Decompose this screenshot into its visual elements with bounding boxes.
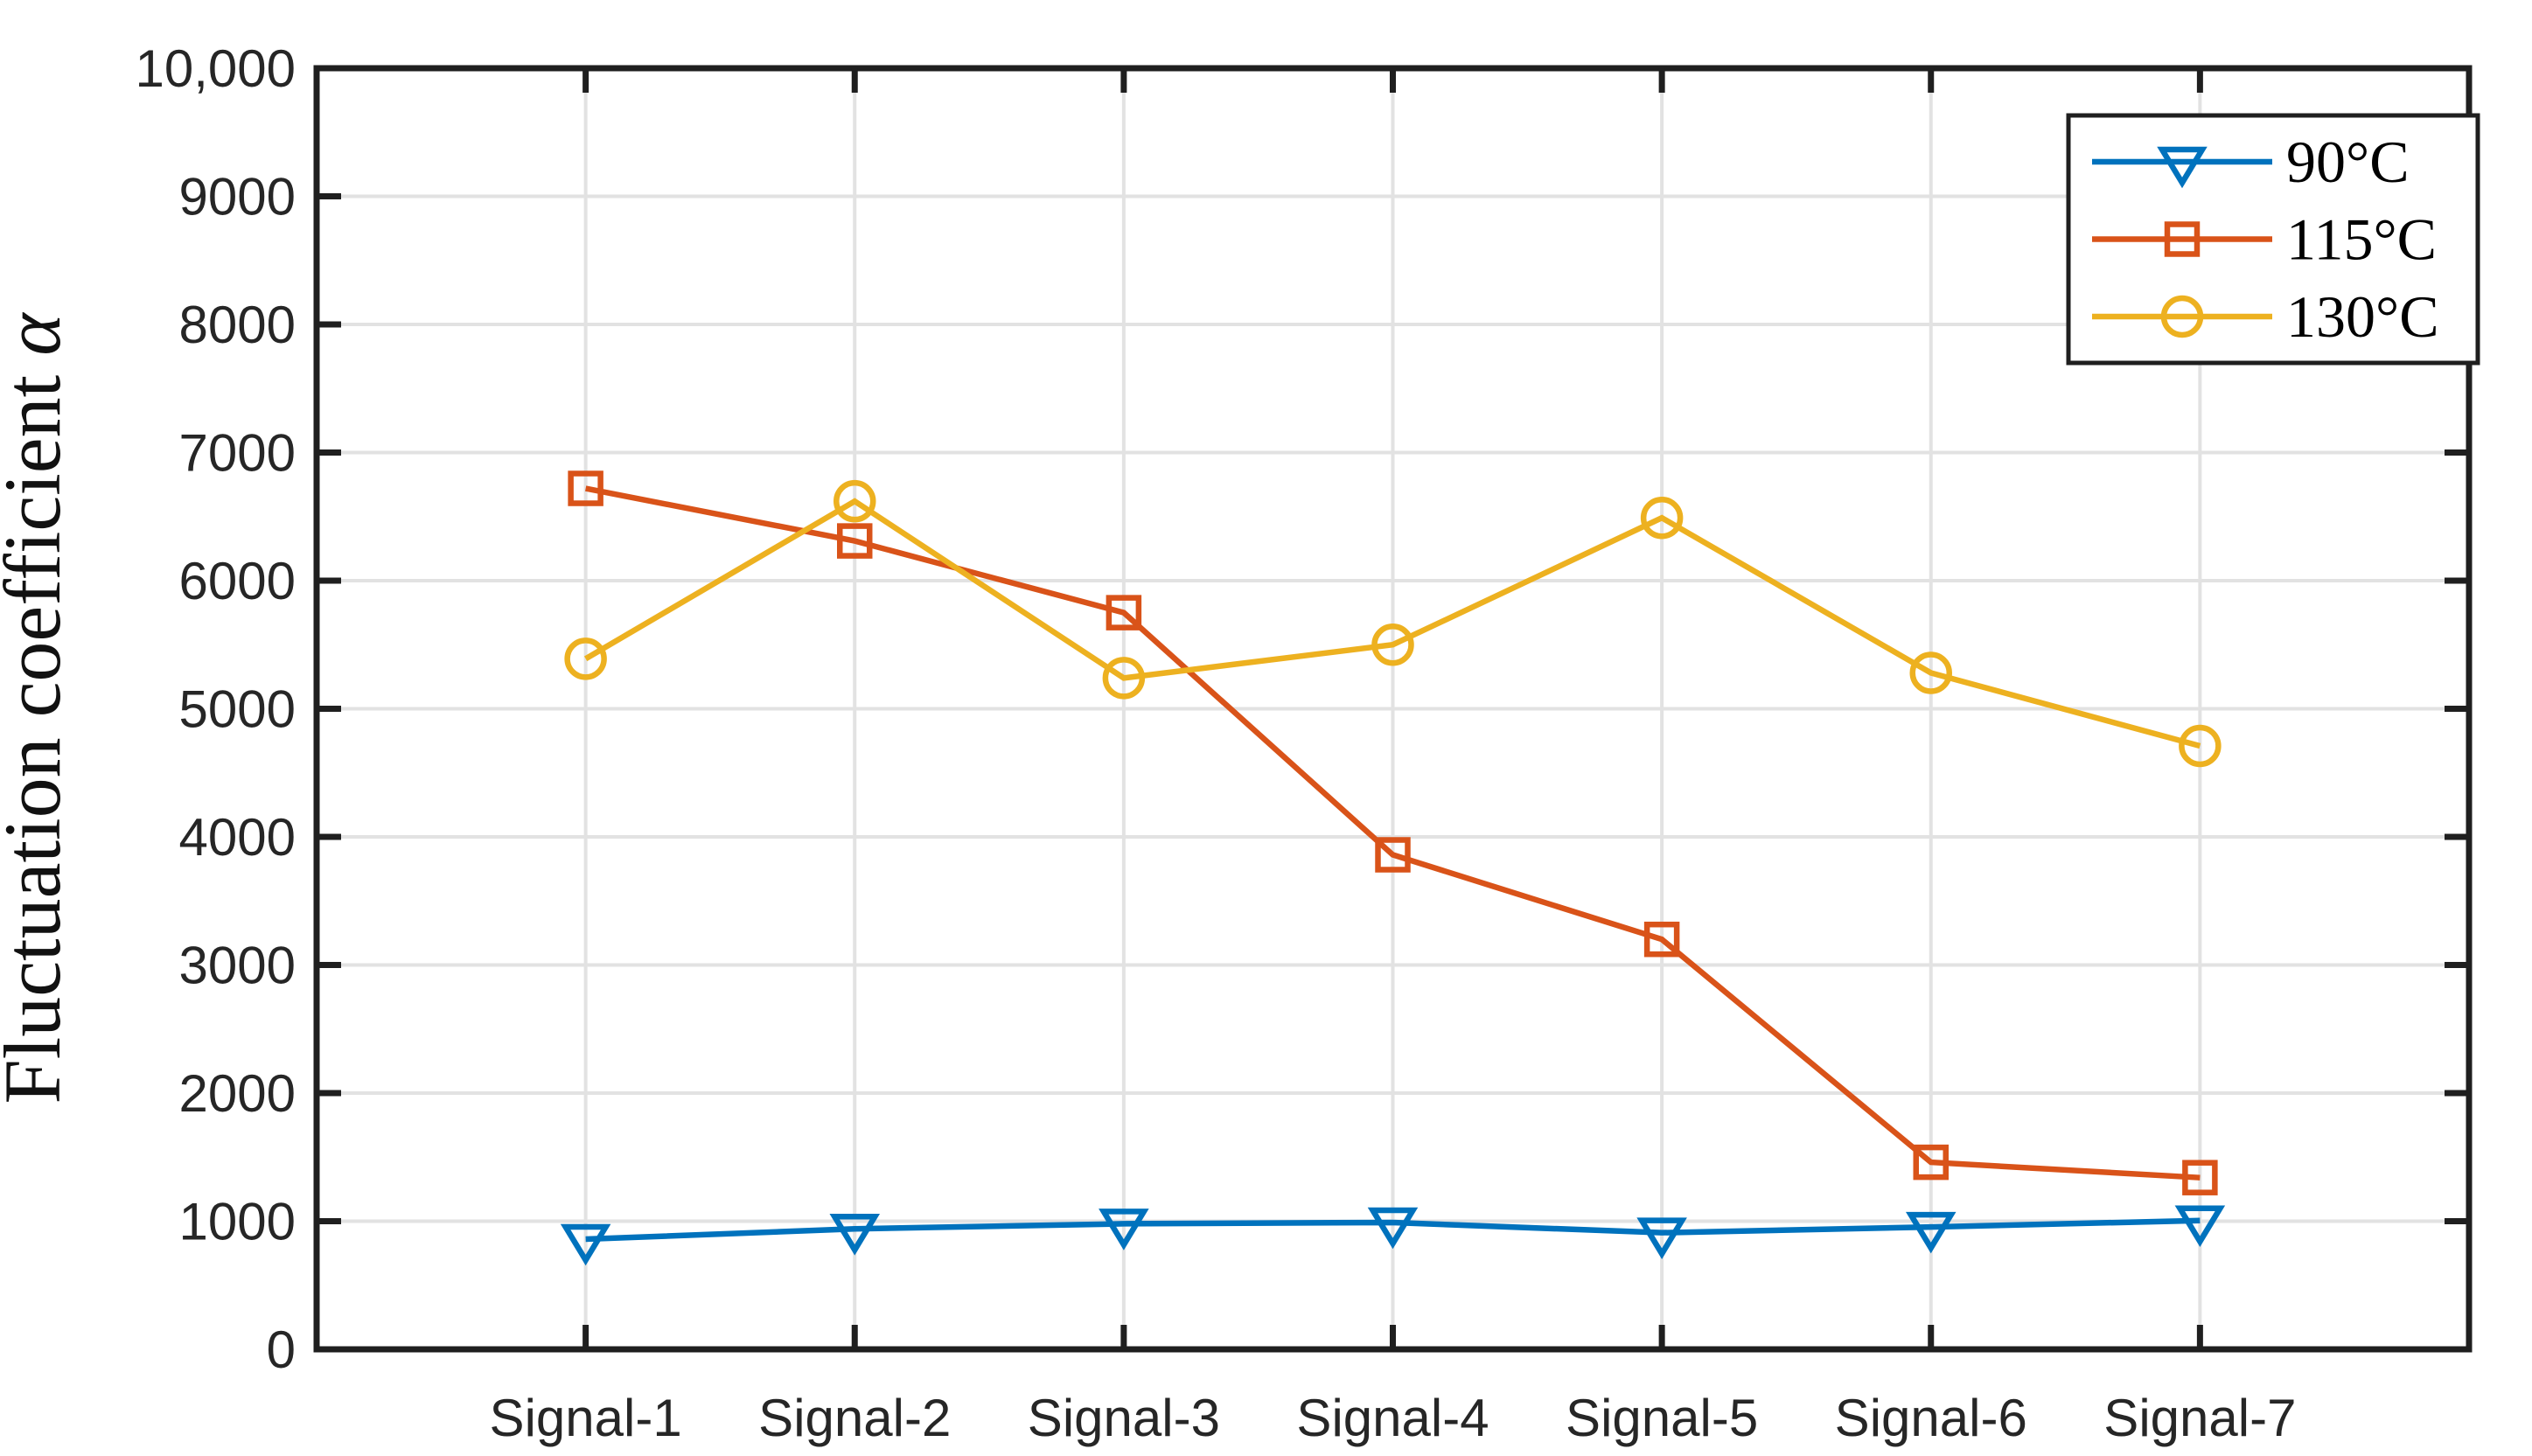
series-line (585, 485, 2201, 1181)
marker-circle (834, 479, 876, 523)
marker-triangle-down (2174, 1205, 2226, 1248)
y-tick-label: 7000 (179, 424, 296, 483)
legend-label: 90°C (2286, 129, 2410, 195)
x-tick-label: Signal-3 (1028, 1389, 1220, 1447)
marker-triangle-down (1636, 1217, 1687, 1259)
marker-triangle-down (2157, 146, 2208, 189)
marker-circle (1102, 657, 1146, 700)
y-tick-label: 2000 (179, 1064, 296, 1123)
x-tick-label: Signal-4 (1296, 1389, 1489, 1447)
y-axis-label-text: Fluctuation coefficient (0, 374, 77, 1104)
axes (313, 65, 2473, 1353)
marker-triangle-down (560, 1223, 611, 1266)
y-tick-label: 5000 (179, 680, 296, 739)
marker-square (1913, 1144, 1949, 1181)
y-axis-label-symbol: α (0, 312, 77, 356)
y-tick-label: 3000 (179, 937, 296, 995)
legend-entry-115c: 115°C (2092, 206, 2437, 273)
y-tick-label: 0 (267, 1320, 296, 1379)
x-tick-label: Signal-7 (2103, 1389, 2296, 1447)
marker-triangle-down (1099, 1209, 1149, 1250)
y-tick-label: 9000 (179, 168, 296, 226)
x-tick-label: Signal-2 (758, 1389, 951, 1447)
legend-entry-130c: 130°C (2092, 283, 2439, 350)
marker-square (1106, 595, 1142, 630)
marker-square (2164, 221, 2201, 257)
y-tick-label: 4000 (179, 808, 296, 867)
marker-square (1375, 837, 1411, 873)
y-tick-label: 8000 (179, 296, 296, 354)
gridlines (317, 68, 2469, 1349)
marker-circle (1371, 624, 1414, 666)
marker-circle (564, 637, 607, 680)
marker-circle (2179, 724, 2222, 768)
y-tick-label: 1000 (179, 1193, 296, 1251)
y-tick-label: 6000 (179, 552, 296, 610)
marker-square (2182, 1160, 2218, 1195)
marker-circle (2160, 295, 2204, 338)
legend-entry-90c: 90°C (2092, 129, 2410, 195)
series-115c (568, 470, 2218, 1195)
marker-triangle-down (829, 1214, 881, 1256)
marker-square (837, 523, 873, 559)
marker-triangle-down (1367, 1207, 1419, 1250)
legend-label: 130°C (2286, 283, 2439, 350)
legend-label: 115°C (2286, 206, 2437, 273)
marker-triangle-down (1905, 1211, 1957, 1254)
y-tick-label: 10,000 (135, 39, 296, 98)
series-130c (564, 479, 2222, 768)
x-tick-label: Signal-6 (1835, 1389, 2027, 1447)
marker-square (1643, 921, 1680, 958)
x-tick-label: Signal-1 (490, 1389, 682, 1447)
legend: 90°C 115°C 130°C (2066, 113, 2480, 366)
marker-square (568, 470, 603, 506)
series-line (585, 1217, 2201, 1243)
y-axis-label: Fluctuation coefficient α (0, 312, 77, 1104)
series-90c (560, 1205, 2226, 1266)
marker-circle (1909, 651, 1952, 694)
x-tick-label: Signal-5 (1566, 1389, 1758, 1447)
marker-circle (1640, 496, 1684, 540)
series-line (583, 498, 2201, 749)
